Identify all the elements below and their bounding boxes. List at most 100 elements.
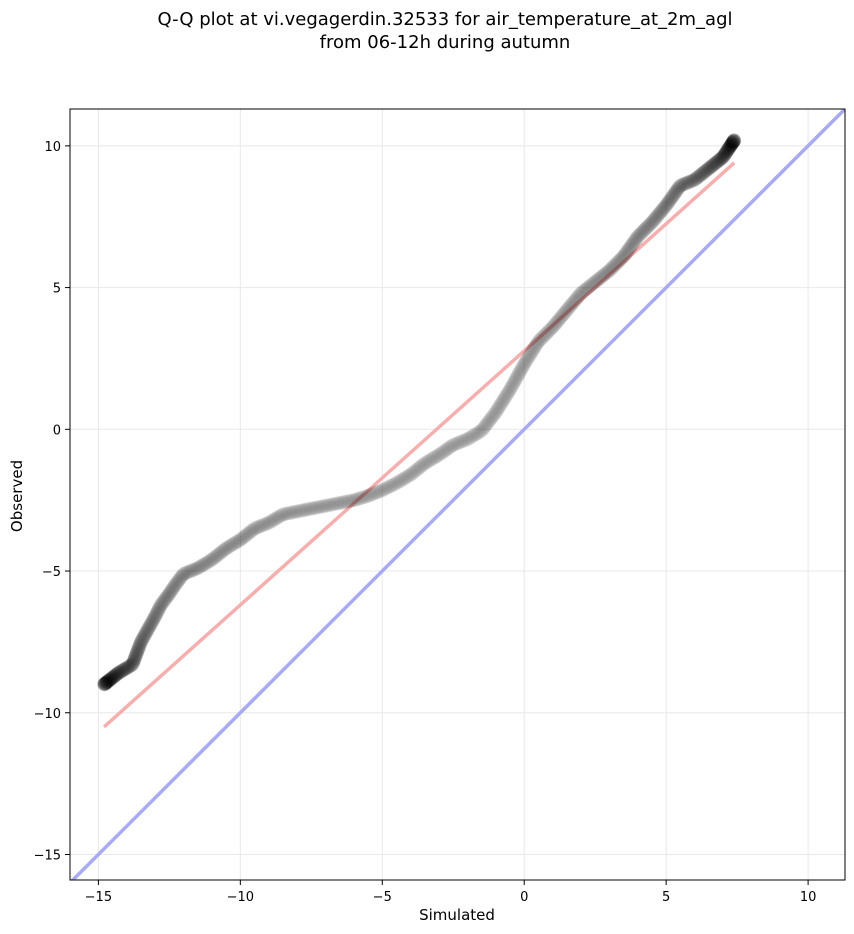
quantile-point bbox=[147, 610, 162, 625]
y-tick-label: 0 bbox=[53, 423, 61, 438]
quantile-point bbox=[125, 657, 140, 672]
quantile-point bbox=[151, 603, 166, 618]
x-axis-label: Simulated bbox=[419, 906, 495, 924]
quantile-point bbox=[650, 209, 665, 224]
quantile-point bbox=[131, 642, 146, 657]
quantile-point bbox=[721, 141, 736, 156]
quantile-point bbox=[201, 554, 216, 569]
quantile-point bbox=[138, 625, 153, 640]
quantile-point bbox=[591, 272, 606, 287]
quantile-point bbox=[589, 274, 604, 289]
quantile-point bbox=[520, 352, 535, 367]
quantile-point bbox=[327, 496, 342, 511]
quantile-point bbox=[337, 495, 352, 510]
quantile-point bbox=[598, 266, 613, 281]
quantile-point bbox=[271, 509, 286, 524]
quantile-point bbox=[718, 145, 733, 160]
quantile-point bbox=[726, 134, 741, 149]
quantile-point bbox=[179, 565, 194, 580]
quantile-point bbox=[152, 599, 167, 614]
quantile-point bbox=[175, 567, 190, 582]
quantile-point bbox=[630, 230, 645, 245]
quantile-point bbox=[521, 350, 536, 365]
quantile-point bbox=[610, 255, 625, 270]
quantile-point bbox=[494, 396, 509, 411]
quantile-point bbox=[352, 491, 367, 506]
quantile-point bbox=[209, 549, 224, 564]
quantile-point bbox=[238, 529, 253, 544]
quantile-point bbox=[392, 474, 407, 489]
quantile-point bbox=[106, 670, 121, 685]
quantile-point bbox=[697, 165, 712, 180]
chart-title-line-1: Q-Q plot at vi.vegagerdin.32533 for air_… bbox=[158, 9, 733, 30]
quantile-point bbox=[719, 144, 734, 159]
quantile-point bbox=[500, 386, 515, 401]
quantile-point bbox=[707, 156, 722, 171]
quantile-point bbox=[331, 496, 346, 511]
quantile-point bbox=[117, 662, 132, 677]
quantile-point bbox=[600, 264, 615, 279]
quantile-point bbox=[192, 560, 207, 575]
quantile-point bbox=[638, 222, 653, 237]
quantile-point bbox=[97, 677, 112, 692]
quantile-point bbox=[727, 133, 742, 148]
quantile-point bbox=[726, 134, 741, 149]
x-tick-label: −15 bbox=[85, 890, 112, 905]
quantile-point bbox=[357, 489, 372, 504]
quantile-point bbox=[590, 273, 605, 288]
quantile-point bbox=[131, 641, 146, 656]
quantile-point bbox=[416, 457, 431, 472]
quantile-point bbox=[148, 607, 163, 622]
quantile-point bbox=[388, 476, 403, 491]
quantile-point bbox=[723, 138, 738, 153]
quantile-point bbox=[165, 581, 180, 596]
quantile-point bbox=[680, 175, 695, 190]
quantile-point bbox=[717, 147, 732, 162]
quantile-point bbox=[719, 144, 734, 159]
quantile-point bbox=[158, 591, 173, 606]
quantile-point bbox=[438, 443, 453, 458]
quantile-point bbox=[725, 135, 740, 150]
quantile-point bbox=[169, 576, 184, 591]
quantile-point bbox=[452, 435, 467, 450]
quantile-point bbox=[704, 159, 719, 174]
quantile-point bbox=[109, 667, 124, 682]
quantile-point bbox=[385, 478, 400, 493]
quantile-point bbox=[164, 583, 179, 598]
quantile-point bbox=[132, 639, 147, 654]
quantile-point bbox=[354, 490, 369, 505]
quantile-point bbox=[630, 229, 645, 244]
quantile-point bbox=[722, 140, 737, 155]
quantile-point bbox=[222, 539, 237, 554]
quantile-point bbox=[561, 300, 576, 315]
quantile-point bbox=[586, 276, 601, 291]
quantile-point bbox=[484, 410, 499, 425]
quantile-point bbox=[186, 562, 201, 577]
quantile-point bbox=[274, 508, 289, 523]
quantile-point bbox=[270, 510, 285, 525]
quantile-point bbox=[725, 136, 740, 151]
y-tick-label: 10 bbox=[44, 140, 61, 155]
quantile-point bbox=[106, 669, 121, 684]
quantile-point bbox=[151, 602, 166, 617]
quantile-point bbox=[652, 206, 667, 221]
quantile-point bbox=[125, 657, 140, 672]
quantile-point bbox=[619, 245, 634, 260]
quantile-point bbox=[539, 326, 554, 341]
quantile-point bbox=[344, 493, 359, 508]
quantile-point bbox=[111, 666, 126, 681]
quantile-point bbox=[335, 495, 350, 510]
quantile-point bbox=[489, 404, 504, 419]
quantile-point bbox=[653, 205, 668, 220]
quantile-point bbox=[103, 671, 118, 686]
quantile-point bbox=[552, 311, 567, 326]
quantile-point bbox=[606, 259, 621, 274]
quantile-point bbox=[102, 672, 117, 687]
quantile-point bbox=[625, 236, 640, 251]
quantile-point bbox=[705, 158, 720, 173]
quantile-point bbox=[153, 598, 168, 613]
quantile-point bbox=[485, 409, 500, 424]
quantile-point bbox=[104, 671, 119, 686]
quantile-point bbox=[107, 668, 122, 683]
quantile-point bbox=[677, 177, 692, 192]
